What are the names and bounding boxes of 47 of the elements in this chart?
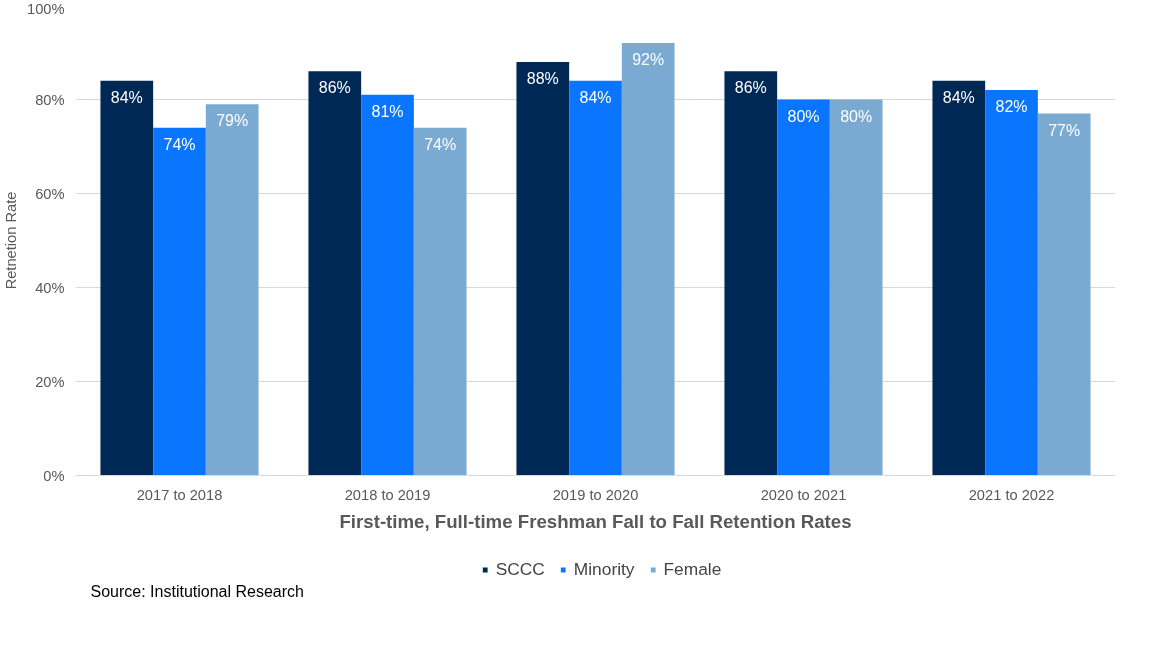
bar: [361, 94, 414, 476]
y-tick-label: 40%: [35, 279, 65, 296]
legend-label: SCCC: [495, 558, 545, 580]
y-tick-label: 80%: [35, 91, 65, 108]
x-tick-label: 2018 to 2019: [344, 486, 431, 503]
text: 80%: [787, 107, 820, 125]
x-tick-label: 2021 to 2022: [968, 486, 1055, 503]
bar: [724, 71, 778, 476]
bar: [100, 80, 154, 476]
text: 84%: [579, 88, 612, 106]
x-axis-title: First-time, Full-time Freshman Fall to Fall Retention Rates: [339, 510, 852, 532]
source-note: Source: Institutional Research: [90, 582, 304, 600]
bar: [153, 127, 206, 476]
text: 74%: [424, 135, 457, 153]
text: 92%: [632, 51, 665, 69]
bar: [413, 127, 467, 476]
x-tick-label: 2020 to 2021: [760, 486, 847, 503]
bar: [205, 104, 259, 476]
text: 88%: [526, 69, 559, 87]
text: 79%: [216, 112, 249, 130]
bar: [308, 71, 362, 476]
bar: [516, 61, 570, 476]
text: 84%: [110, 88, 143, 106]
legend-label: Female: [663, 558, 722, 580]
text: 82%: [995, 98, 1028, 116]
y-axis-title: Retnetion Rate: [3, 191, 20, 290]
x-tick-label: 2019 to 2020: [552, 486, 639, 503]
x-tick-label: 2017 to 2018: [136, 486, 223, 503]
y-tick-label: 100%: [27, 0, 65, 17]
text: 74%: [163, 135, 196, 153]
text: 86%: [318, 79, 351, 97]
text: 80%: [840, 107, 873, 125]
y-tick-label: 0%: [43, 467, 65, 484]
bar: [829, 99, 883, 476]
text: 77%: [1048, 121, 1081, 139]
bar: [932, 80, 986, 476]
bar: [985, 90, 1038, 476]
bar: [569, 80, 622, 476]
y-tick-label: 60%: [35, 185, 65, 202]
bar: [777, 99, 830, 476]
y-tick-label: 20%: [35, 373, 65, 390]
text: 84%: [942, 88, 975, 106]
legend-label: Minority: [573, 558, 635, 580]
bar: [621, 43, 675, 476]
text: 86%: [734, 79, 767, 97]
text: 81%: [371, 102, 404, 120]
bar: [1037, 113, 1091, 476]
